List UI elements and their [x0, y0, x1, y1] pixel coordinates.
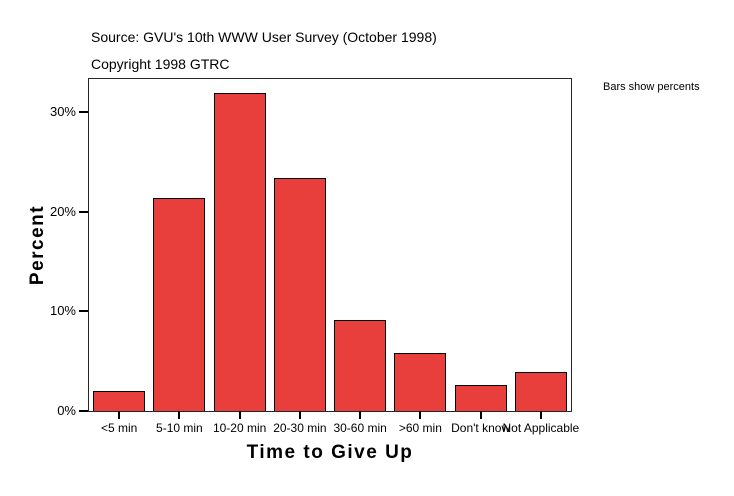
bars-container	[89, 79, 571, 411]
x-axis-title: Time to Give Up	[246, 442, 414, 463]
x-tick-label: >60 min	[398, 421, 442, 435]
bar-slot	[451, 79, 511, 411]
x-tick-label: 30-60 min	[333, 421, 387, 435]
bar	[273, 177, 326, 411]
x-tick-label: 10-20 min	[212, 421, 267, 435]
bar-slot	[390, 79, 450, 411]
y-axis-tick	[79, 110, 88, 113]
bar	[454, 385, 507, 411]
bar-slot	[89, 79, 149, 411]
bar-slot	[511, 79, 571, 411]
plot-area: <5 min 5-10 min 10-20 min 20-30 min 30-60 mi…	[50, 78, 579, 435]
y-axis-tick	[79, 210, 88, 213]
x-axis-tick	[118, 411, 121, 419]
y-tick-label: 0%	[57, 402, 76, 418]
y-tick-label: 20%	[49, 203, 76, 219]
bar-slot	[210, 79, 270, 411]
bar-slot	[149, 79, 209, 411]
x-axis-tick	[359, 411, 362, 419]
source-caption: Source: GVU's 10th WWW User Survey (Octo…	[91, 29, 437, 45]
bar-slot	[270, 79, 330, 411]
x-axis-tick	[178, 411, 181, 419]
y-axis-tick	[79, 310, 88, 313]
x-axis-tick	[479, 411, 482, 419]
copyright-caption: Copyright 1998 GTRC	[91, 56, 230, 72]
x-tick-label: 20-30 min	[273, 421, 327, 435]
bar-slot	[330, 79, 390, 411]
x-tick-label: Not Applicable	[502, 421, 580, 435]
x-axis-tick	[298, 411, 301, 419]
bars-show-percents-note: Bars show percents	[603, 81, 700, 93]
y-axis-title: Percent	[27, 204, 48, 286]
y-tick-label: 30%	[49, 103, 76, 119]
bar	[394, 353, 447, 411]
x-tick-label: Don't know	[451, 421, 511, 435]
bar	[514, 372, 567, 411]
x-axis-tick	[539, 411, 542, 419]
x-axis-tick	[419, 411, 422, 419]
y-axis-tick	[79, 410, 88, 412]
x-tick-label: <5 min	[100, 421, 138, 435]
x-axis-tick	[238, 411, 241, 419]
bar	[334, 320, 387, 411]
bar	[93, 391, 146, 411]
bar	[153, 197, 206, 411]
bar	[213, 92, 266, 411]
y-tick-label: 10%	[49, 303, 76, 319]
x-tick-label: 5-10 min	[156, 421, 203, 435]
